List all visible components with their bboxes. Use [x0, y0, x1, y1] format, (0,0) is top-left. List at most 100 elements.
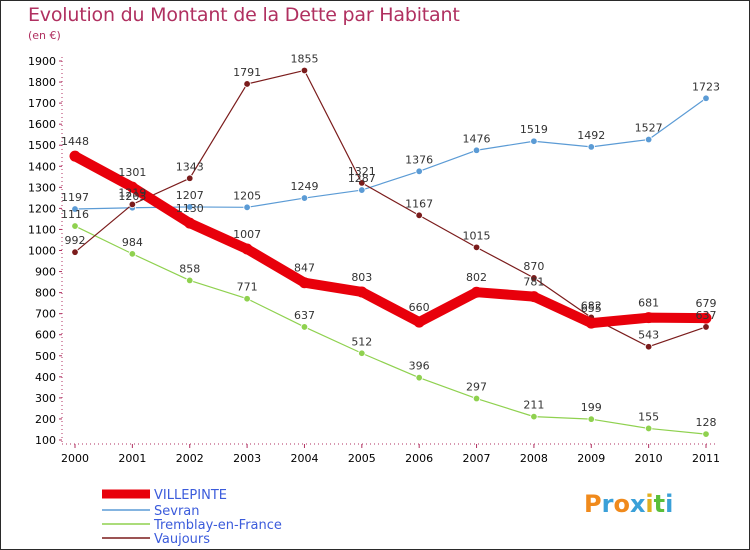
- data-point: [530, 274, 538, 282]
- data-label: 1130: [176, 202, 204, 215]
- data-point: [530, 137, 538, 145]
- data-point: [186, 174, 194, 182]
- data-label: 660: [409, 301, 430, 314]
- x-tick-label: 2008: [520, 452, 548, 465]
- data-point: [241, 243, 253, 255]
- data-label: 1015: [463, 229, 491, 242]
- y-tick-label: 800: [35, 287, 56, 300]
- data-label: 155: [638, 410, 659, 423]
- data-point: [300, 66, 309, 75]
- data-point: [587, 415, 595, 423]
- data-label: 682: [581, 299, 602, 312]
- data-point: [587, 143, 595, 151]
- data-point: [644, 135, 653, 144]
- legend-label: Sevran: [154, 504, 200, 519]
- data-label: 802: [466, 271, 487, 284]
- legend-label: Tremblay-en-France: [153, 518, 282, 533]
- legend: VILLEPINTESevranTremblay-en-FranceVaujou…: [102, 488, 282, 547]
- data-point: [472, 146, 481, 154]
- data-label: 1116: [61, 208, 89, 221]
- data-point: [528, 291, 540, 303]
- data-point: [128, 200, 137, 209]
- data-label: 1527: [635, 122, 663, 135]
- data-point: [243, 203, 251, 212]
- y-tick-label: 1500: [28, 139, 56, 152]
- series-line-tremblay-en-france: [74, 225, 707, 435]
- series-line-villepinte: [70, 151, 711, 329]
- data-label: 984: [122, 236, 143, 249]
- data-point: [471, 286, 483, 298]
- x-tick-label: 2003: [233, 452, 261, 465]
- y-tick-label: 400: [35, 371, 56, 384]
- data-point: [472, 394, 481, 403]
- data-label: 543: [638, 329, 659, 342]
- data-label: 771: [237, 281, 258, 294]
- data-point: [358, 179, 366, 187]
- data-label: 1343: [176, 160, 204, 173]
- series-line-sevran: [74, 97, 707, 210]
- x-tick-label: 2001: [118, 452, 146, 465]
- chart-title: Evolution du Montant de la Dette par Hab…: [28, 4, 460, 26]
- data-label: 1249: [290, 180, 318, 193]
- data-point: [702, 323, 710, 331]
- data-point: [644, 343, 653, 351]
- y-tick-label: 100: [35, 434, 56, 447]
- data-point: [126, 181, 138, 193]
- logo-letter: o: [613, 490, 630, 518]
- data-label: 1448: [61, 135, 89, 148]
- data-point: [300, 323, 309, 331]
- data-label: 1197: [61, 191, 89, 204]
- axes: 100 200 300 400 500 600 700 800 900 1000 1100 1200 1…: [28, 55, 720, 465]
- x-tick-label: 2002: [176, 452, 204, 465]
- logo-letter: P: [584, 490, 602, 518]
- data-label: 199: [581, 401, 602, 414]
- data-label: 1203: [118, 190, 146, 203]
- x-tick-label: 2004: [290, 452, 318, 465]
- data-point: [184, 217, 196, 229]
- series-layer: [69, 66, 712, 438]
- data-point: [71, 222, 79, 230]
- x-tick-label: 2011: [692, 452, 720, 465]
- data-point: [69, 150, 81, 162]
- data-point: [530, 412, 538, 421]
- y-tick-label: 200: [35, 413, 56, 426]
- data-label: 1321: [348, 165, 376, 178]
- data-point: [186, 203, 194, 211]
- y-tick-label: 1900: [28, 55, 56, 68]
- y-tick-label: 1400: [28, 160, 56, 173]
- x-tick-label: 2007: [463, 452, 491, 465]
- data-label: 1376: [405, 153, 433, 166]
- y-tick-label: 1000: [28, 245, 56, 258]
- data-point: [300, 194, 309, 202]
- data-label: 1207: [176, 189, 204, 202]
- data-label: 396: [409, 360, 430, 373]
- data-label: 1723: [692, 80, 720, 93]
- data-point: [358, 349, 366, 357]
- data-labels: 1197 1203 1207 1205 1249 1287 1376 1476 1519 1492…: [61, 52, 720, 429]
- data-point: [700, 312, 712, 324]
- x-tick-label: 2010: [635, 452, 663, 465]
- data-label: 1519: [520, 123, 548, 136]
- data-label: 211: [523, 399, 544, 412]
- data-label: 681: [638, 297, 659, 310]
- logo-letter: i: [645, 490, 654, 518]
- x-tick-label: 2000: [61, 452, 89, 465]
- x-tick-label: 2006: [405, 452, 433, 465]
- data-point: [415, 167, 423, 176]
- data-point: [644, 424, 653, 433]
- y-tick-label: 300: [35, 392, 56, 405]
- data-label: 847: [294, 262, 315, 275]
- data-point: [186, 276, 194, 285]
- logo-letter: r: [601, 490, 614, 518]
- y-tick-label: 1700: [28, 97, 56, 110]
- data-point: [472, 243, 481, 252]
- data-point: [71, 205, 79, 213]
- y-tick-label: 1300: [28, 181, 56, 194]
- data-label: 992: [65, 234, 86, 247]
- data-point: [585, 317, 597, 329]
- data-point: [71, 248, 79, 256]
- data-point: [358, 186, 366, 194]
- proxiti-logo: Proxiti: [584, 490, 673, 518]
- data-label: 803: [351, 271, 372, 284]
- legend-label: Vaujours: [154, 532, 210, 547]
